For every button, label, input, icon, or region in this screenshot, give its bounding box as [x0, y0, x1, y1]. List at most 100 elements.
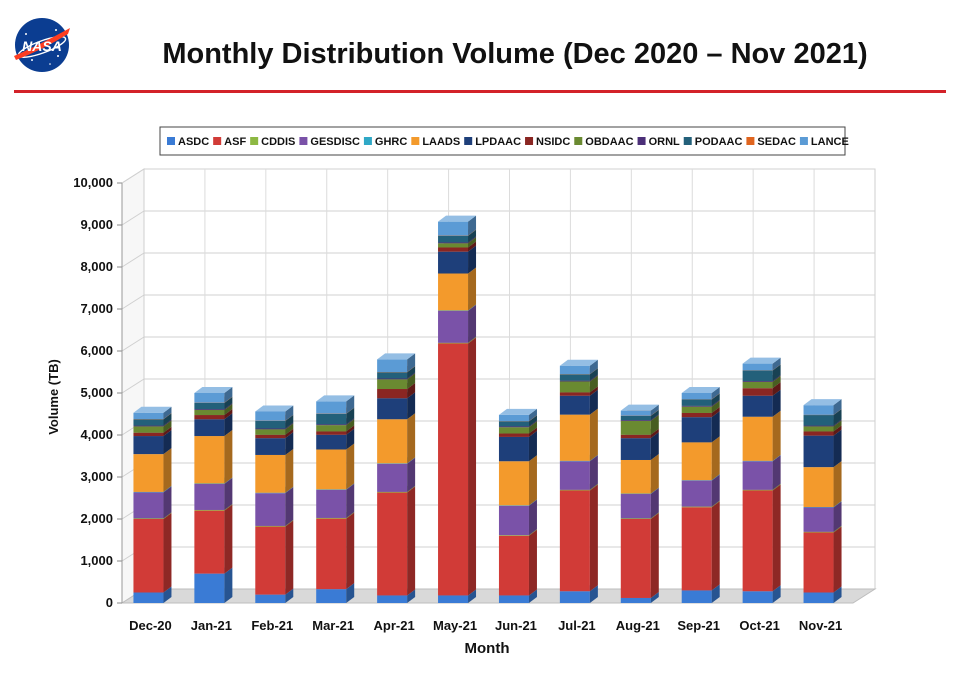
bar-front: [255, 526, 286, 595]
bar-front: [620, 494, 651, 519]
bar-side: [407, 366, 416, 379]
bar-side: [468, 245, 477, 274]
bar-front: [620, 420, 651, 421]
bar-front: [559, 395, 590, 415]
bar-segment: [438, 267, 477, 311]
bar-front: [255, 434, 286, 439]
bar-side: [650, 428, 659, 439]
bar-column-jan-21: [194, 387, 233, 603]
bar-front: [498, 461, 529, 506]
bar-column-aug-21: [620, 404, 659, 603]
bar-side: [163, 426, 172, 437]
y-tick-label: 2,000: [80, 511, 113, 526]
bar-front: [316, 401, 347, 414]
bar-segment: [316, 395, 355, 414]
bar-top: [742, 357, 781, 364]
bar-side: [163, 419, 172, 427]
bar-side: [163, 485, 172, 493]
y-tick-label: 7,000: [80, 301, 113, 316]
bar-side: [772, 364, 781, 382]
nasa-meatball-icon: NASA: [14, 18, 70, 72]
bar-side: [528, 529, 537, 596]
bar-front: [255, 428, 286, 430]
bar-segment: [498, 455, 537, 506]
bar-front: [316, 517, 347, 519]
legend-label: ORNL: [649, 136, 680, 148]
gridline-h-side: [121, 252, 145, 268]
bar-segment: [620, 513, 659, 598]
legend-swatch: [746, 137, 755, 145]
bar-side: [528, 455, 537, 506]
legend-swatch: [411, 137, 420, 145]
bar-front: [438, 343, 469, 596]
x-tick-label: Jan-21: [191, 618, 232, 633]
bar-side: [711, 474, 720, 481]
bar-front: [316, 489, 347, 518]
bar-side: [589, 368, 598, 381]
bar-front: [377, 595, 408, 603]
bar-side: [224, 430, 233, 484]
bar-segment: [377, 413, 416, 464]
y-axis-title: Volume (TB): [46, 359, 61, 435]
bar-side: [589, 455, 598, 490]
bar-segment: [316, 443, 355, 490]
bar-segment: [194, 387, 233, 403]
bar-front: [498, 436, 529, 462]
gridline-h-side: [121, 168, 145, 184]
bar-side: [772, 585, 781, 603]
bar-side: [772, 389, 781, 417]
legend-item-laads: LAADS: [411, 136, 460, 148]
legend-item-gesdisc: GESDISC: [299, 136, 360, 148]
bar-top: [255, 405, 294, 412]
bar-front: [316, 431, 347, 435]
legend-item-obdaac: OBDAAC: [574, 136, 634, 148]
bar-side: [589, 368, 598, 375]
bar-front: [316, 424, 347, 426]
bar-front: [438, 235, 469, 243]
bar-side: [650, 488, 659, 519]
bar-side: [224, 387, 233, 403]
svg-text:NASA: NASA: [22, 38, 62, 54]
bar-front: [620, 415, 651, 421]
bar-segment: [377, 457, 416, 492]
legend-label: SEDAC: [757, 136, 796, 148]
x-tick-label: May-21: [433, 618, 477, 633]
gridline-h-side: [121, 294, 145, 310]
bar-front: [377, 372, 408, 379]
bar-side: [346, 407, 355, 414]
bar-front: [742, 388, 773, 396]
bar-front: [498, 421, 529, 427]
bar-side: [833, 526, 842, 593]
bar-side: [528, 420, 537, 428]
bar-side: [468, 267, 477, 311]
bar-front: [133, 436, 164, 455]
bar-side: [224, 504, 233, 574]
bar-side: [650, 414, 659, 421]
bar-side: [833, 425, 842, 436]
bar-front: [133, 425, 164, 427]
bar-front: [620, 420, 651, 435]
bar-front: [803, 467, 834, 508]
bar-front: [803, 415, 834, 426]
bar-side: [650, 453, 659, 494]
bar-front: [377, 389, 408, 399]
bar-segment: [438, 215, 477, 236]
legend-label: GHRC: [375, 136, 407, 148]
y-tick-label: 6,000: [80, 343, 113, 358]
bar-front: [742, 490, 773, 592]
bar-top: [377, 353, 416, 360]
bar-front: [316, 434, 347, 450]
bar-side: [772, 357, 781, 371]
bar-segment: [255, 520, 294, 595]
bar-side: [711, 399, 720, 407]
bar-segment: [316, 512, 355, 590]
bar-segment: [133, 448, 172, 492]
bar-segment: [498, 408, 537, 422]
x-tick-label: Jul-21: [558, 618, 596, 633]
bar-front: [620, 459, 651, 494]
bar-front: [194, 409, 225, 411]
bar-side: [224, 404, 233, 416]
bar-column-feb-21: [255, 405, 294, 603]
bar-front: [498, 505, 529, 536]
gridline-h-side: [121, 378, 145, 394]
